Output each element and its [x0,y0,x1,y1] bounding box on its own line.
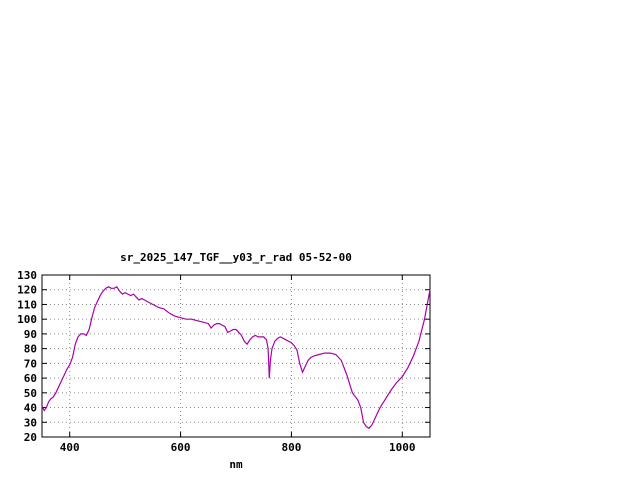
y-tick-label: 40 [24,402,37,415]
y-tick-label: 130 [17,269,37,282]
plot-border [41,274,431,438]
x-axis-label: nm [229,458,243,471]
y-tick-label: 120 [17,284,37,297]
chart-title: sr_2025_147_TGF__y03_r_rad 05-52-00 [120,251,352,264]
y-tick-label: 60 [24,372,37,385]
y-tick-label: 100 [17,313,37,326]
y-tick-label: 30 [24,416,37,429]
x-tick-label: 1000 [389,441,416,454]
y-tick-label: 80 [24,343,37,356]
x-tick-label: 400 [60,441,80,454]
y-tick-label: 20 [24,431,37,444]
data-line [41,286,431,429]
x-tick-label: 600 [171,441,191,454]
y-tick-label: 70 [24,357,37,370]
y-tick-label: 90 [24,328,37,341]
y-tick-label: 110 [17,298,37,311]
x-tick-label: 800 [281,441,301,454]
y-tick-label: 50 [24,387,37,400]
